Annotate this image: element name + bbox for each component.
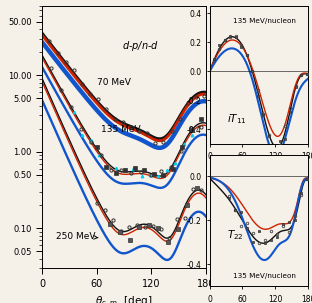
X-axis label: $\theta_{\rm c.m.}$ [deg]: $\theta_{\rm c.m.}$ [deg] xyxy=(236,167,282,180)
Text: 135 MeV/nucleon: 135 MeV/nucleon xyxy=(233,272,296,278)
Text: 250 MeV: 250 MeV xyxy=(56,231,98,241)
Text: 70 MeV: 70 MeV xyxy=(97,78,131,87)
Text: 135 MeV/nucleon: 135 MeV/nucleon xyxy=(233,18,296,25)
Y-axis label: $d\sigma/d\Omega$ [mb/sr]: $d\sigma/d\Omega$ [mb/sr] xyxy=(0,102,2,172)
Text: 135 MeV: 135 MeV xyxy=(101,125,141,134)
Text: $iT_{11}$: $iT_{11}$ xyxy=(227,112,247,126)
X-axis label: $\theta_{\rm c.m.}$ [deg]: $\theta_{\rm c.m.}$ [deg] xyxy=(95,294,153,303)
Text: $T_{22}$: $T_{22}$ xyxy=(227,228,244,242)
Text: $d$-$p$/$n$-$d$: $d$-$p$/$n$-$d$ xyxy=(122,39,159,53)
